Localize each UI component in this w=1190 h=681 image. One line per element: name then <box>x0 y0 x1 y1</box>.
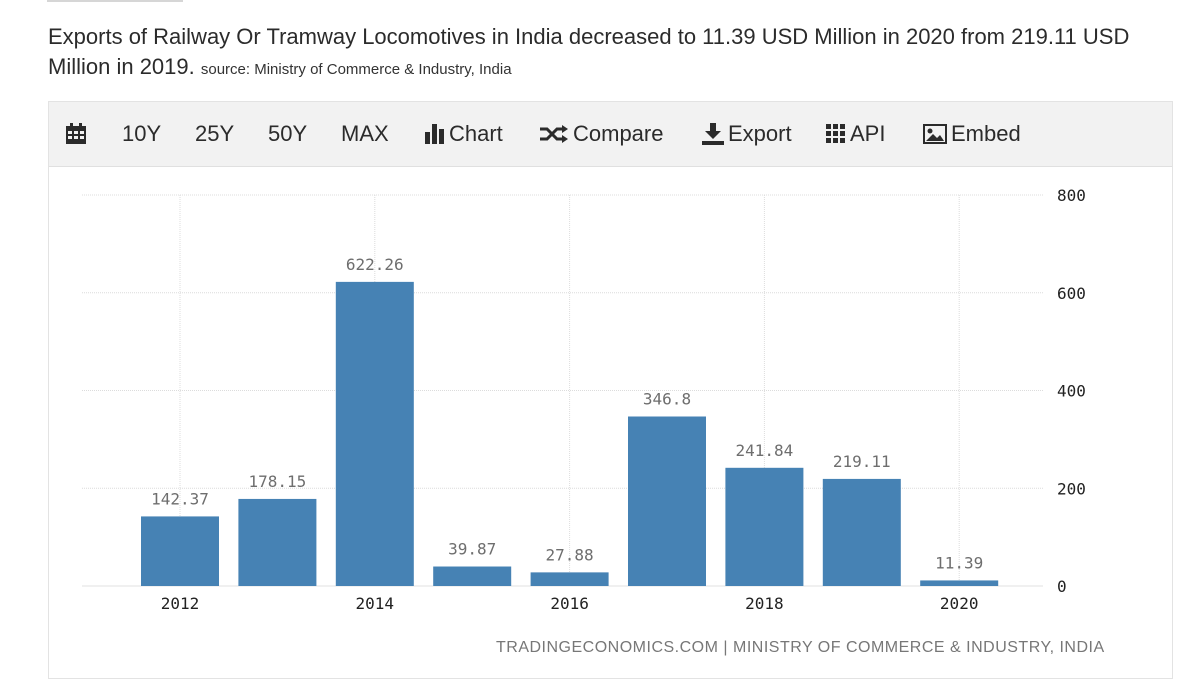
image-icon <box>923 124 947 144</box>
bar-value-label: 241.84 <box>736 441 794 460</box>
chart-type-button[interactable]: Chart <box>425 102 503 166</box>
bar <box>822 478 901 586</box>
top-divider <box>47 0 183 2</box>
y-tick-label: 200 <box>1057 479 1086 498</box>
bar <box>628 416 706 586</box>
bar <box>433 566 512 586</box>
chart-footer: TRADINGECONOMICS.COM | MINISTRY OF COMME… <box>496 639 1105 656</box>
export-button[interactable]: Export <box>702 102 792 166</box>
y-tick-label: 0 <box>1057 577 1067 596</box>
y-tick-label: 400 <box>1057 382 1086 401</box>
bar <box>238 498 317 586</box>
api-label: API <box>850 121 886 146</box>
range-25y-button[interactable]: 25Y <box>195 121 235 146</box>
calendar-button[interactable] <box>65 102 91 166</box>
x-tick-label: 2016 <box>550 594 589 613</box>
compare-label: Compare <box>573 121 664 146</box>
grid-icon <box>826 124 846 144</box>
range-50y-button[interactable]: 50Y <box>268 121 308 146</box>
embed-label: Embed <box>951 121 1021 146</box>
compare-button[interactable]: Compare <box>539 102 663 166</box>
y-tick-label: 600 <box>1057 284 1086 303</box>
bar-value-label: 27.88 <box>546 545 594 564</box>
bar-value-label: 39.87 <box>448 540 496 559</box>
page-headline: Exports of Railway Or Tramway Locomotive… <box>48 22 1183 85</box>
bar-chart-icon <box>425 124 445 144</box>
x-tick-label: 2014 <box>356 594 395 613</box>
x-tick-label: 2012 <box>161 594 200 613</box>
bar-value-label: 219.11 <box>833 452 891 471</box>
x-tick-label: 2018 <box>745 594 784 613</box>
y-tick-label: 800 <box>1057 186 1086 205</box>
bar <box>141 516 219 586</box>
bar <box>335 281 414 586</box>
headline-source: source: Ministry of Commerce & Industry,… <box>200 61 512 78</box>
range-max-button[interactable]: MAX <box>341 121 389 146</box>
bar-value-label: 622.26 <box>346 255 404 274</box>
shuffle-icon <box>539 124 569 144</box>
chart-toolbar: 10Y 25Y 50Y MAX Chart <box>49 102 1172 167</box>
api-button[interactable]: API <box>826 102 885 166</box>
export-label: Export <box>728 121 792 146</box>
range-10y-button[interactable]: 10Y <box>122 121 162 146</box>
chart-type-label: Chart <box>449 121 503 146</box>
bar <box>920 580 999 586</box>
download-icon <box>702 123 724 145</box>
bar-value-label: 142.37 <box>151 489 209 508</box>
bar-value-label: 346.8 <box>643 390 691 409</box>
x-tick-label: 2020 <box>940 594 979 613</box>
bar <box>725 467 804 586</box>
bar-value-label: 178.15 <box>249 472 307 491</box>
bar <box>530 572 609 586</box>
calendar-icon <box>65 123 87 145</box>
headline-text: Exports of Railway Or Tramway Locomotive… <box>48 24 1130 79</box>
embed-button[interactable]: Embed <box>923 102 1021 166</box>
bar-value-label: 11.39 <box>935 553 983 572</box>
chart-panel: 10Y 25Y 50Y MAX Chart <box>48 101 1173 679</box>
